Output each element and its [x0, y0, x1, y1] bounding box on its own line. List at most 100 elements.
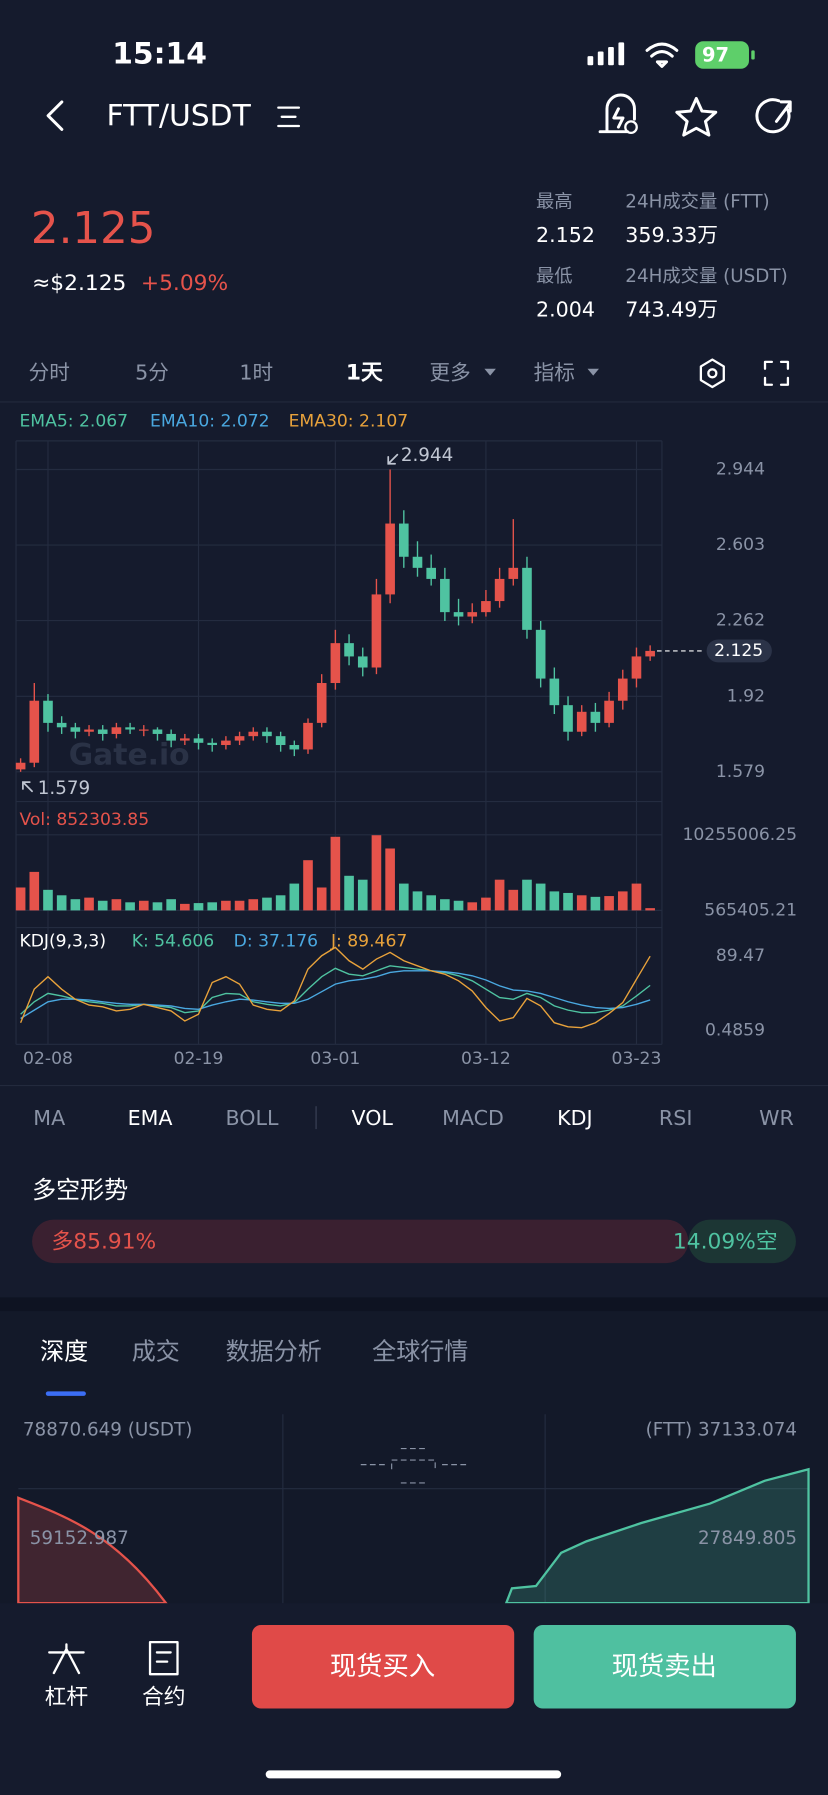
candle-body — [207, 742, 218, 746]
status-time: 15:14 — [112, 36, 207, 71]
volume-bar — [576, 895, 587, 911]
interval-tab-active[interactable]: 1天 — [346, 360, 383, 385]
candle-body — [29, 700, 40, 763]
indicator-legend: EMA30: 2.107 — [289, 411, 409, 431]
indicator-tab[interactable]: MACD — [442, 1106, 504, 1130]
alert-icon[interactable] — [598, 93, 636, 134]
indicator-tab[interactable]: MA — [33, 1106, 65, 1130]
y-tick-label: 2.262 — [716, 611, 765, 631]
interval-tab[interactable]: 分时 — [29, 360, 70, 384]
ask-depth — [504, 1467, 810, 1605]
settings-icon[interactable] — [699, 358, 725, 389]
candle-body — [645, 650, 655, 657]
tab[interactable]: 全球行情 — [372, 1337, 468, 1365]
y-tick-label: 565405.21 — [704, 900, 797, 920]
max-arrow — [387, 453, 399, 465]
battery-tip — [751, 50, 755, 60]
candle-body — [316, 683, 327, 723]
bid-depth — [17, 1496, 169, 1605]
depth-placeholder — [360, 1448, 468, 1484]
back-button[interactable] — [46, 100, 64, 131]
sell-button[interactable] — [533, 1624, 796, 1709]
volume-bar — [535, 883, 546, 911]
candle-body — [576, 711, 587, 732]
indicator-tab[interactable]: BOLL — [225, 1106, 278, 1130]
max-annotation: 2.944 — [401, 445, 453, 466]
candle-body — [440, 578, 450, 613]
contract-label[interactable]: 合约 — [142, 1685, 186, 1710]
candle-body — [125, 727, 135, 730]
volume-bar — [357, 879, 368, 911]
volume-bar — [371, 835, 382, 911]
long-short-title: 多空形势 — [32, 1176, 128, 1204]
long-bar — [32, 1219, 689, 1264]
contract-icon[interactable] — [148, 1640, 179, 1676]
candle-body — [412, 556, 423, 568]
x-tick-label: 03-12 — [461, 1049, 511, 1069]
interval-tab[interactable]: 1时 — [239, 360, 273, 384]
indicator-tab-active[interactable]: KDJ — [557, 1106, 592, 1130]
volume-bar — [604, 896, 614, 911]
candle-body — [590, 711, 601, 723]
kdj-line — [20, 970, 651, 1020]
interval-tab[interactable]: 更多 — [429, 360, 470, 384]
indicator-tab-active[interactable]: VOL — [351, 1106, 393, 1130]
candle-body — [262, 731, 272, 737]
leverage-icon[interactable] — [48, 1643, 85, 1675]
volume-bar — [494, 879, 505, 911]
kdj-line — [20, 965, 651, 1015]
y-tick-label: 0.4859 — [705, 1021, 765, 1041]
volume-bar — [275, 895, 286, 911]
tab[interactable]: 数据分析 — [226, 1337, 322, 1365]
x-tick-label: 03-01 — [310, 1049, 360, 1069]
volume-bar — [97, 900, 108, 911]
buy-button[interactable] — [251, 1624, 515, 1709]
candle-body — [84, 729, 94, 732]
pair-title[interactable]: FTT/USDT — [107, 98, 252, 133]
candle-body — [289, 745, 300, 750]
indicator-tab-active[interactable]: EMA — [128, 1106, 173, 1130]
candle-body — [357, 656, 368, 668]
volume-bar — [398, 883, 409, 911]
pair-menu-icon[interactable] — [277, 106, 301, 128]
volume-bar — [522, 879, 532, 911]
long-label: 多85.91% — [52, 1229, 157, 1254]
short-label: 14.09%空 — [673, 1229, 778, 1254]
share-icon[interactable] — [755, 98, 792, 134]
candle-body — [248, 731, 259, 737]
candle-body — [193, 738, 204, 743]
candle-body — [481, 601, 491, 613]
volume-bar — [29, 871, 40, 911]
candle-body — [617, 678, 628, 701]
volume-bar — [15, 887, 26, 911]
candle-body — [234, 736, 245, 741]
candle-body — [111, 727, 122, 734]
tab-active[interactable]: 深度 — [40, 1337, 88, 1365]
watermark: Gate.io — [69, 737, 190, 772]
sell-label[interactable]: 现货卖出 — [612, 1652, 717, 1682]
fullscreen-icon[interactable] — [763, 360, 790, 386]
leverage-label[interactable]: 杠杆 — [45, 1685, 89, 1710]
favorite-icon[interactable] — [675, 96, 718, 137]
candle-body — [70, 727, 81, 732]
wifi-icon — [645, 42, 679, 68]
legend-entry: K: 54.606 — [132, 931, 215, 951]
depth-label: 59152.987 — [30, 1528, 129, 1549]
stat-value: 743.49万 — [625, 297, 718, 321]
volume-bar — [180, 903, 190, 911]
stat-label: 24H成交量 (FTT) — [625, 192, 769, 213]
buy-label[interactable]: 现货买入 — [330, 1652, 435, 1682]
volume-bar — [590, 896, 601, 911]
volume-bar — [138, 900, 149, 911]
interval-tab[interactable]: 5分 — [135, 360, 169, 384]
x-tick-label: 02-19 — [174, 1049, 224, 1069]
indicator-tab[interactable]: RSI — [659, 1106, 692, 1130]
kdj-title: KDJ(9,3,3) — [19, 931, 106, 951]
volume-bar — [481, 897, 491, 911]
candle-body — [180, 738, 190, 741]
indicator-tab[interactable]: WR — [759, 1106, 794, 1130]
candle-body — [330, 643, 341, 684]
tab[interactable]: 成交 — [132, 1337, 180, 1365]
candle-body — [453, 612, 464, 617]
interval-tab[interactable]: 指标 — [534, 360, 575, 384]
